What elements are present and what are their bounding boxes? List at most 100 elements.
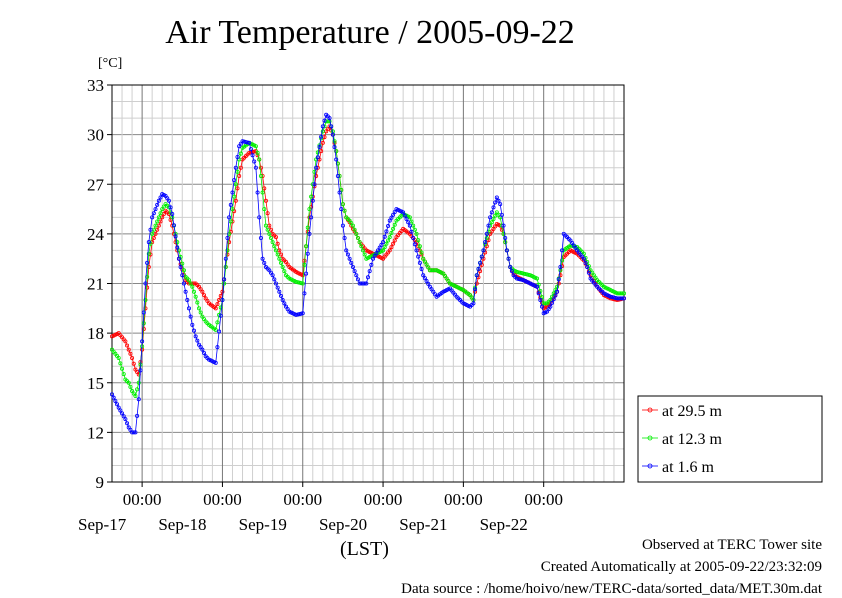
data-point [200, 347, 205, 352]
data-point [474, 273, 479, 278]
data-point [217, 329, 222, 334]
data-point [494, 195, 499, 200]
grid-lines [112, 85, 624, 482]
data-point [133, 430, 138, 435]
data-point [404, 216, 409, 221]
data-point [620, 291, 625, 296]
data-point [352, 227, 357, 232]
data-point [309, 194, 314, 199]
data-point [299, 311, 304, 316]
data-point [486, 223, 491, 228]
data-point [349, 260, 354, 265]
legend: at 29.5 m at 12.3 m at 1.6 m [637, 395, 823, 483]
data-point [315, 150, 320, 155]
data-point [359, 244, 364, 249]
data-point [509, 269, 514, 274]
data-point [558, 273, 563, 278]
data-point [273, 281, 278, 286]
data-point [118, 361, 123, 366]
data-point [136, 380, 141, 385]
data-point [560, 258, 565, 263]
data-point [414, 231, 419, 236]
footer-site: Observed at TERC Tower site [641, 537, 822, 553]
data-point [342, 208, 347, 213]
legend-label: at 29.5 m [662, 403, 723, 420]
data-point [230, 190, 235, 195]
data-point [556, 277, 561, 282]
data-point [250, 153, 255, 158]
y-tick-label: 30 [87, 126, 104, 145]
data-point [113, 398, 118, 403]
data-point [335, 173, 340, 178]
data-point [312, 182, 317, 187]
data-point [484, 236, 489, 241]
data-point [273, 235, 278, 240]
data-point [483, 240, 488, 245]
data-point [327, 116, 332, 121]
x-tick-label: 00:00 [364, 490, 403, 509]
data-point [476, 267, 481, 272]
data-point [347, 256, 352, 261]
data-point [253, 144, 258, 149]
data-point [310, 198, 315, 203]
data-point [146, 264, 151, 269]
data-point [376, 248, 381, 253]
data-point [320, 124, 325, 129]
data-point [230, 207, 235, 212]
data-point [386, 224, 391, 229]
data-point [540, 295, 545, 300]
data-point [143, 298, 148, 303]
data-point [586, 270, 591, 275]
data-point [275, 252, 280, 257]
data-point [116, 405, 121, 410]
data-point [534, 284, 539, 289]
data-point [215, 345, 220, 350]
data-point [329, 124, 334, 129]
data-point [131, 361, 136, 366]
data-point [133, 393, 138, 398]
data-point [191, 328, 196, 333]
data-point [258, 165, 263, 170]
data-point [222, 277, 227, 282]
data-point [213, 306, 218, 311]
data-point [309, 215, 314, 220]
data-point [262, 186, 267, 191]
data-point [504, 248, 509, 253]
data-point [156, 198, 161, 203]
data-point [411, 236, 416, 241]
data-point [355, 277, 360, 282]
data-point [384, 229, 389, 234]
data-point [150, 231, 155, 236]
data-point [151, 211, 156, 216]
chart-title: Air Temperature / 2005-09-22 [165, 14, 575, 51]
data-point [345, 252, 350, 257]
data-point [270, 240, 275, 245]
data-point [136, 397, 141, 402]
data-point [622, 296, 627, 301]
data-point [496, 198, 501, 203]
y-tick-label: 18 [87, 324, 104, 343]
x-tick-label: 00:00 [203, 490, 242, 509]
data-point [387, 235, 392, 240]
data-point [111, 395, 116, 400]
data-point [191, 289, 196, 294]
data-point [369, 262, 374, 267]
data-point [526, 272, 531, 277]
data-point [116, 355, 121, 360]
data-point [215, 302, 220, 307]
data-point [320, 140, 325, 145]
data-point [282, 301, 287, 306]
data-point [583, 260, 588, 265]
data-point [406, 220, 411, 225]
data-point [479, 254, 484, 259]
data-point [300, 273, 305, 278]
legend-swatch-marker [647, 435, 653, 441]
data-point [218, 293, 223, 298]
data-point [153, 223, 158, 228]
x-date-label: Sep-17 [78, 515, 127, 534]
data-point [155, 202, 160, 207]
data-point [272, 277, 277, 282]
data-point [302, 291, 307, 296]
data-point [424, 262, 429, 267]
data-point [538, 298, 543, 303]
